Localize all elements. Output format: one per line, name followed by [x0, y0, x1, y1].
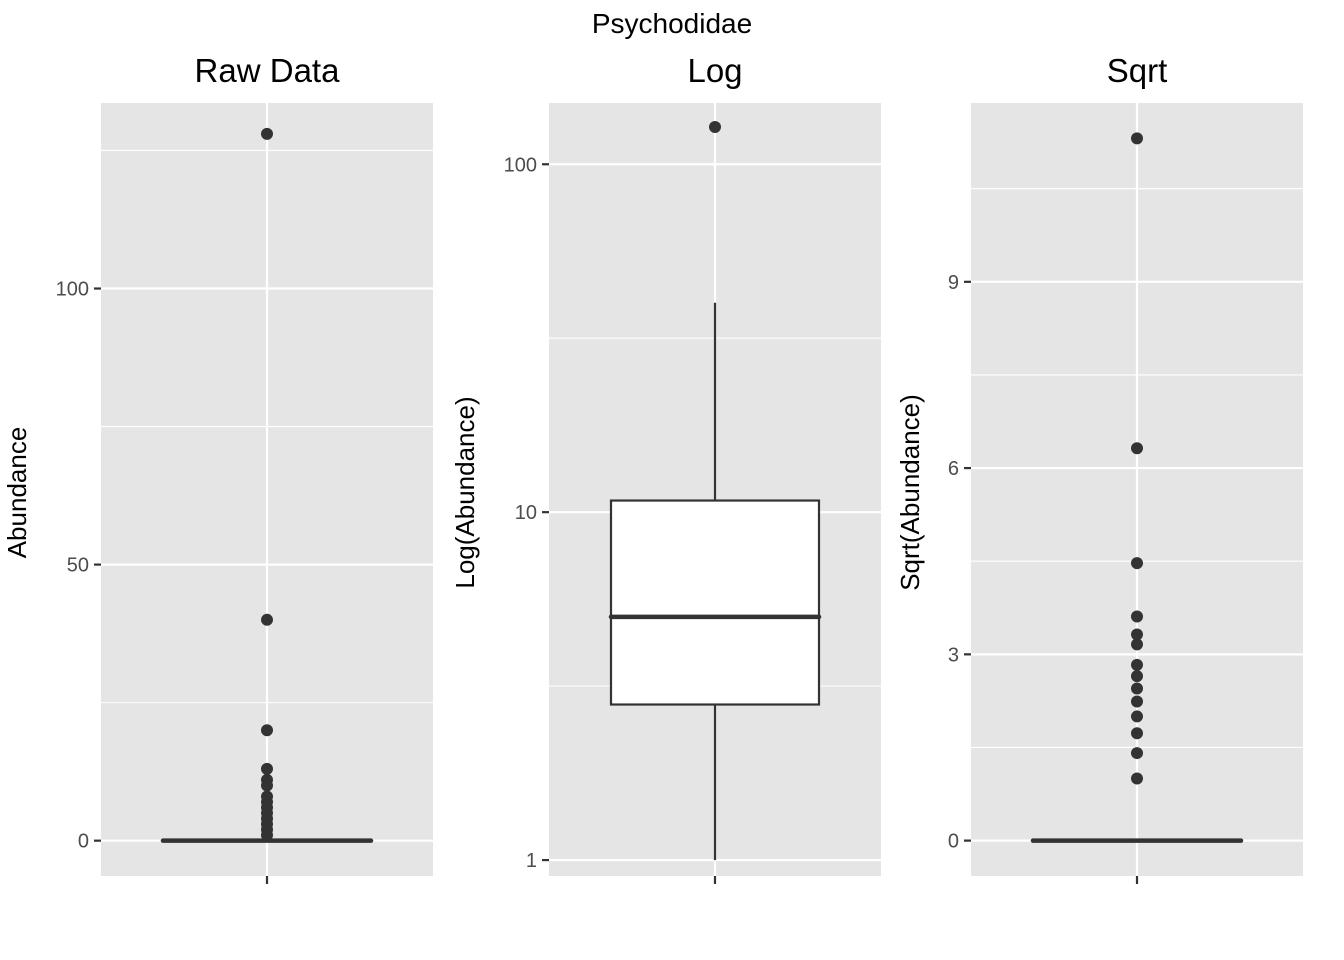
outlier-point — [261, 724, 273, 737]
outlier-point — [709, 120, 721, 133]
y-tick-label: 100 — [56, 279, 89, 301]
outlier-point — [1131, 442, 1143, 455]
figure-title: Psychodidae — [592, 8, 752, 39]
y-tick-label: 50 — [67, 555, 89, 577]
y-tick-label: 9 — [948, 272, 959, 294]
y-tick-label: 6 — [948, 458, 959, 480]
y-axis-title: Abundance — [2, 427, 32, 559]
outlier-point — [1131, 628, 1143, 641]
panel-title: Log — [687, 52, 742, 89]
y-tick-label: 10 — [515, 502, 537, 524]
outlier-point — [1131, 695, 1143, 708]
outlier-point — [1131, 710, 1143, 723]
outlier-point — [1131, 682, 1143, 695]
outlier-point — [1131, 610, 1143, 623]
panel-3: 0 3 6 9 Sqrt Sqrt(Abundance) — [895, 52, 1303, 884]
y-tick-label: 1 — [526, 850, 537, 872]
panel-1: 0 50 100 Raw Data Abundance — [2, 52, 433, 884]
outlier-point — [1131, 670, 1143, 683]
y-tick-label: 3 — [948, 644, 959, 666]
panel-title: Sqrt — [1107, 52, 1168, 89]
y-tick-label: 100 — [504, 154, 537, 176]
y-axis-title: Sqrt(Abundance) — [895, 394, 925, 591]
y-tick-label: 0 — [78, 831, 89, 853]
panel-2: 1 10 100 Log Log(Abundance) — [450, 52, 881, 884]
outlier-point — [1131, 772, 1143, 785]
chart-panels: 0 50 100 Raw Data Abundance 1 10 100 Log Log(Abun… — [2, 52, 1303, 884]
outlier-point — [1131, 557, 1143, 570]
y-axis-title: Log(Abundance) — [450, 396, 480, 588]
outlier-point — [1131, 727, 1143, 740]
outlier-point — [261, 762, 273, 775]
outlier-point — [261, 127, 273, 140]
outlier-point — [261, 613, 273, 626]
outlier-point — [1131, 638, 1143, 651]
outlier-point — [1131, 132, 1143, 145]
iqr-box — [609, 499, 821, 706]
outlier-point — [1131, 747, 1143, 760]
panel-title: Raw Data — [195, 52, 341, 89]
outlier-point — [261, 829, 273, 842]
outlier-point — [1131, 658, 1143, 671]
y-tick-label: 0 — [948, 831, 959, 853]
outlier-point — [261, 779, 273, 792]
